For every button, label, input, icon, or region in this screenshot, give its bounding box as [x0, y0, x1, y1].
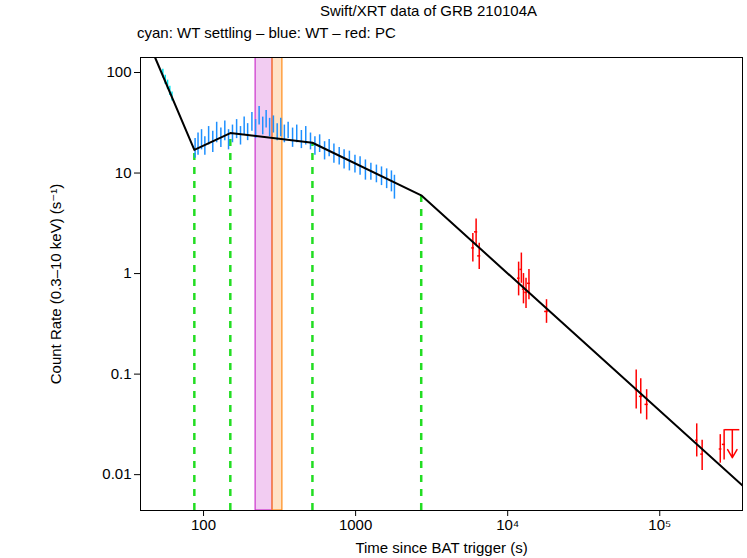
- svg-text:0.1: 0.1: [111, 365, 132, 382]
- svg-text:100: 100: [191, 516, 216, 533]
- html-text:Swift/XRT data of GRB 210104A: Swift/XRT data of GRB 210104A: [320, 2, 537, 19]
- html-text:cyan: WT settling – blue: WT –: cyan: WT settling – blue: WT – red: PC: [137, 24, 396, 41]
- svg-text:Count Rate (0.3–10 keV) (s⁻¹): Count Rate (0.3–10 keV) (s⁻¹): [47, 184, 64, 385]
- svg-text:0.01: 0.01: [102, 465, 131, 482]
- svg-text:Time since BAT trigger (s): Time since BAT trigger (s): [355, 539, 527, 556]
- svg-text:10: 10: [115, 164, 132, 181]
- svg-text:1: 1: [123, 264, 131, 281]
- svg-text:10⁴: 10⁴: [496, 516, 519, 533]
- svg-text:100: 100: [106, 63, 131, 80]
- svg-text:10⁵: 10⁵: [648, 516, 671, 533]
- svg-text:1000: 1000: [339, 516, 372, 533]
